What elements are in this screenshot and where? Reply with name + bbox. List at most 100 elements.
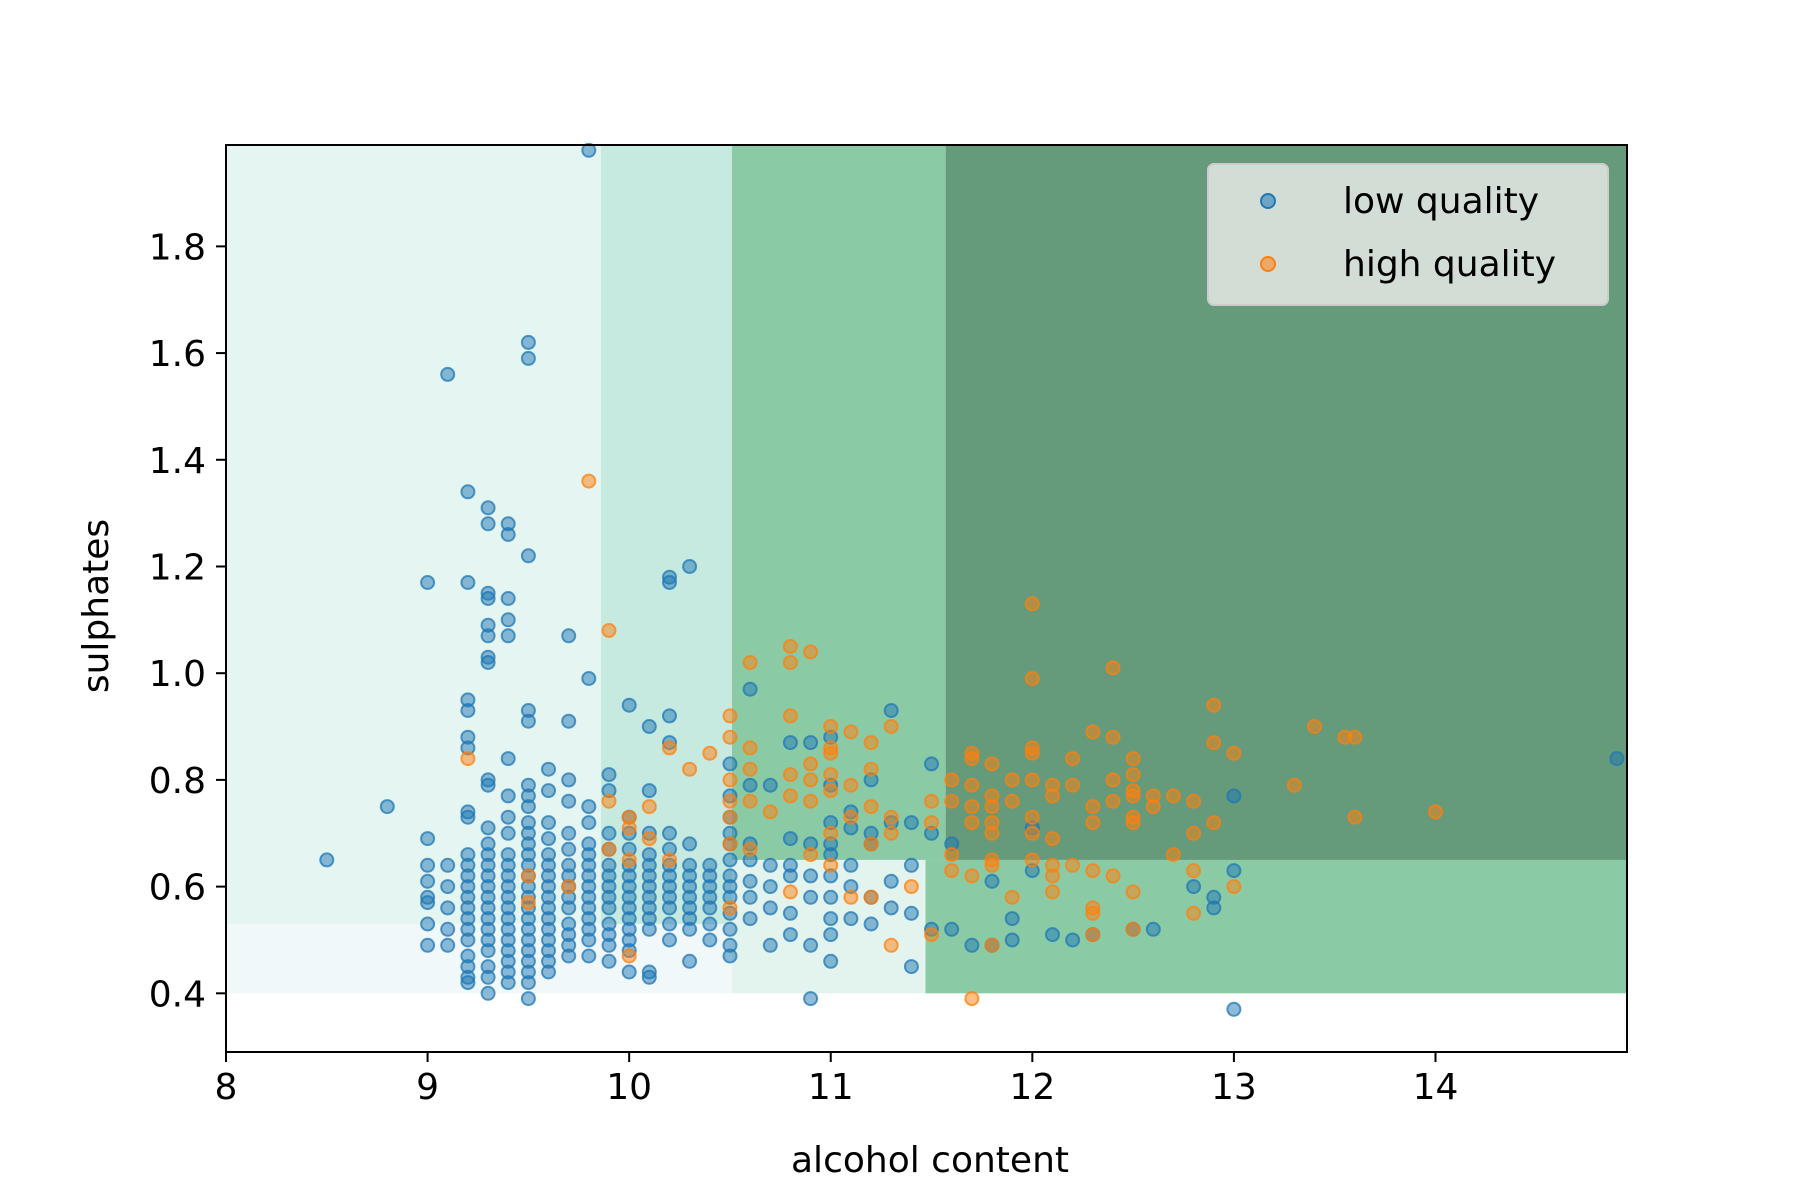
point-high-quality [581, 473, 597, 489]
point-low-quality [460, 809, 476, 825]
point-low-quality [440, 921, 456, 937]
point-low-quality [500, 628, 516, 644]
point-low-quality [782, 868, 798, 884]
point-low-quality [782, 927, 798, 943]
point-low-quality [742, 911, 758, 927]
point-high-quality [843, 777, 859, 793]
point-high-quality [782, 788, 798, 804]
point-high-quality [1065, 777, 1081, 793]
point-high-quality [803, 847, 819, 863]
point-low-quality [621, 697, 637, 713]
point-high-quality [863, 761, 879, 777]
point-high-quality [1024, 825, 1040, 841]
point-high-quality [460, 751, 476, 767]
point-low-quality [420, 575, 436, 590]
point-low-quality [682, 559, 698, 574]
point-high-quality [601, 793, 617, 809]
point-low-quality [762, 937, 778, 953]
x-tick-label: 12 [1009, 1067, 1055, 1108]
point-high-quality [863, 836, 879, 852]
point-high-quality [1105, 772, 1121, 788]
point-low-quality [520, 991, 536, 1007]
point-low-quality [541, 831, 556, 847]
point-low-quality [500, 788, 516, 804]
point-high-quality [742, 655, 758, 670]
point-low-quality [440, 879, 456, 895]
point-high-quality [1045, 831, 1060, 847]
point-low-quality [662, 708, 677, 724]
point-low-quality [722, 948, 738, 964]
point-high-quality [1347, 729, 1363, 745]
point-high-quality [1024, 809, 1040, 825]
point-high-quality [823, 857, 839, 873]
point-high-quality [601, 841, 617, 857]
point-high-quality [742, 761, 758, 777]
point-high-quality [964, 868, 980, 884]
point-low-quality [742, 889, 758, 905]
point-high-quality [722, 708, 738, 724]
point-low-quality [581, 142, 597, 158]
point-low-quality [782, 735, 798, 751]
decision-region-1 [226, 923, 732, 994]
x-tick-label: 14 [1413, 1067, 1459, 1108]
point-high-quality [883, 719, 899, 734]
point-high-quality [1186, 825, 1202, 841]
decision-region-4 [731, 145, 946, 860]
point-low-quality [944, 921, 960, 937]
point-low-quality [601, 825, 617, 841]
point-high-quality [803, 644, 819, 660]
point-high-quality [883, 937, 899, 953]
point-high-quality [883, 809, 899, 825]
point-low-quality [561, 825, 577, 841]
point-low-quality [520, 713, 536, 729]
point-low-quality [1145, 921, 1161, 937]
legend-label-high-quality: high quality [1343, 244, 1556, 285]
point-low-quality [460, 932, 476, 948]
point-high-quality [823, 745, 839, 761]
point-high-quality [803, 793, 819, 809]
point-high-quality [1085, 724, 1101, 740]
point-low-quality [480, 943, 496, 959]
point-high-quality [944, 847, 960, 863]
point-high-quality [641, 799, 657, 815]
point-low-quality [420, 916, 436, 932]
point-high-quality [1206, 697, 1222, 713]
point-high-quality [1004, 772, 1020, 788]
point-high-quality [1428, 804, 1443, 820]
point-high-quality [722, 793, 738, 809]
point-low-quality [561, 900, 577, 916]
point-high-quality [621, 820, 637, 836]
point-high-quality [964, 751, 980, 767]
point-low-quality [1065, 932, 1081, 948]
point-low-quality [581, 799, 597, 815]
point-low-quality [742, 681, 758, 697]
point-low-quality [460, 575, 476, 590]
point-high-quality [782, 639, 798, 654]
decision-region-5 [925, 859, 1627, 994]
point-high-quality [1004, 793, 1020, 809]
point-high-quality [1085, 815, 1101, 831]
point-low-quality [520, 350, 536, 366]
point-high-quality [1004, 889, 1020, 905]
point-low-quality [440, 857, 456, 873]
point-low-quality [480, 628, 496, 644]
point-low-quality [621, 964, 637, 980]
point-high-quality [722, 836, 738, 852]
point-low-quality [903, 959, 919, 975]
point-low-quality [541, 783, 556, 799]
point-low-quality [803, 735, 819, 751]
point-low-quality [702, 932, 718, 948]
legend-marker-low-quality [1260, 193, 1276, 209]
point-high-quality [823, 719, 839, 734]
point-low-quality [641, 921, 657, 937]
point-low-quality [762, 900, 778, 916]
y-tick-label: 1.4 [149, 441, 206, 482]
point-low-quality [500, 975, 516, 991]
point-low-quality [460, 975, 476, 991]
point-low-quality [843, 857, 859, 873]
point-low-quality [762, 777, 778, 793]
point-low-quality [581, 932, 597, 948]
point-low-quality [581, 948, 597, 964]
point-low-quality [742, 873, 758, 889]
